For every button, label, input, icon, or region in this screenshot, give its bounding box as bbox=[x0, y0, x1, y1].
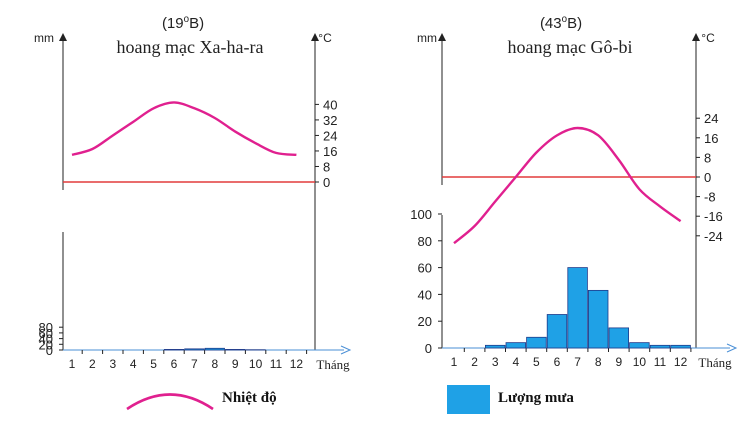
chart2-title: hoang mạc Gô-bi bbox=[508, 37, 633, 57]
chart2-x-axis-arrow bbox=[726, 343, 738, 353]
chart1-precip-tick-label: 80 bbox=[39, 320, 53, 335]
chart1-latitude: (19oB) bbox=[162, 14, 204, 32]
chart1-month-label: 11 bbox=[270, 357, 283, 371]
chart1-month-label: 4 bbox=[130, 357, 137, 371]
chart1-unit-right: °C bbox=[318, 31, 332, 45]
chart2-precip-tick-label: 80 bbox=[418, 234, 432, 249]
chart2-precip-bar bbox=[505, 342, 527, 349]
chart2-precip-tick-label: 60 bbox=[418, 261, 432, 276]
chart1-month-label: 9 bbox=[232, 357, 239, 371]
chart1-temp-tick-label: 24 bbox=[323, 128, 337, 143]
legend-temperature-swatch bbox=[126, 393, 214, 411]
chart2-unit-right: °C bbox=[701, 31, 715, 45]
chart2-month-label: 2 bbox=[471, 355, 478, 369]
chart1-month-label: 2 bbox=[89, 357, 96, 371]
chart2-temp-tick-label: -16 bbox=[704, 209, 723, 224]
chart1-temperature-line bbox=[71, 101, 297, 157]
chart1-month-label: 6 bbox=[171, 357, 178, 371]
chart1-unit-left: mm bbox=[34, 31, 54, 45]
chart1-precip-tick-label: 40 bbox=[39, 332, 53, 347]
chart1-temp-tick-label: 16 bbox=[323, 144, 337, 159]
chart2-unit-left: mm bbox=[417, 31, 437, 45]
chart1-temp-tick-label: 0 bbox=[323, 175, 330, 190]
chart2-x-label: Tháng bbox=[698, 355, 732, 370]
chart2-temp-tick-label: 8 bbox=[704, 150, 711, 165]
chart1-precip-bar bbox=[225, 349, 246, 351]
chart2-precip-bar bbox=[526, 336, 547, 349]
chart1-precip-bar bbox=[184, 348, 205, 351]
chart2-temperature-line bbox=[453, 126, 682, 245]
chart2-temp-tick-label: 24 bbox=[704, 111, 718, 126]
chart1-temp-tick-label: 40 bbox=[323, 97, 337, 112]
legend-precipitation-swatch bbox=[447, 385, 490, 414]
chart2-precip-tick-label: 100 bbox=[410, 207, 432, 222]
chart2-month-label: 6 bbox=[554, 355, 561, 369]
chart2-precip-tick-label: 20 bbox=[418, 314, 432, 329]
chart2-precip-bar bbox=[567, 267, 588, 349]
legend-precipitation-label: Lượng mưa bbox=[498, 390, 574, 406]
chart2-precip-bar bbox=[629, 342, 650, 349]
chart1-precip-tick-label: 0 bbox=[46, 343, 53, 358]
chart1-x-axis-arrow bbox=[340, 345, 352, 355]
chart1-x-label: Tháng bbox=[316, 357, 350, 372]
chart2-month-label: 3 bbox=[492, 355, 499, 369]
chart2-month-label: 10 bbox=[633, 355, 647, 369]
chart2-month-label: 8 bbox=[595, 355, 602, 369]
chart2-temp-tick-label: -24 bbox=[704, 229, 723, 244]
chart2-month-label: 11 bbox=[654, 355, 667, 369]
chart2-precip-bar bbox=[670, 344, 691, 349]
chart1-month-label: 3 bbox=[109, 357, 116, 371]
chart2-precip-bar bbox=[608, 327, 630, 349]
chart2-precip-bar bbox=[546, 314, 568, 349]
chart1-month-label: 5 bbox=[150, 357, 157, 371]
chart1-month-label: 10 bbox=[249, 357, 263, 371]
chart2-right-axis-arrow bbox=[692, 33, 700, 41]
chart2-latitude: (43oB) bbox=[540, 14, 582, 32]
chart2-precip-bar bbox=[588, 289, 609, 349]
chart1-left-axis-arrow bbox=[59, 33, 67, 41]
chart1-month-label: 8 bbox=[211, 357, 218, 371]
chart2-precip-bar bbox=[484, 344, 506, 349]
chart1-precip-tick-label: 60 bbox=[39, 326, 53, 341]
chart1-month-label: 1 bbox=[69, 357, 76, 371]
chart2-month-label: 9 bbox=[615, 355, 622, 369]
chart1-precip-bar bbox=[204, 347, 225, 351]
chart2-month-label: 1 bbox=[451, 355, 458, 369]
chart2-month-label: 7 bbox=[574, 355, 581, 369]
chart1-month-label: 12 bbox=[290, 357, 304, 371]
chart1-right-axis-arrow bbox=[311, 33, 319, 41]
chart2-month-label: 4 bbox=[512, 355, 519, 369]
chart1-precip-bar bbox=[163, 349, 185, 351]
chart2-temp-tick-label: -8 bbox=[704, 190, 716, 205]
chart1-temp-tick-label: 8 bbox=[323, 159, 330, 174]
chart1-precip-tick-label: 20 bbox=[39, 337, 53, 352]
chart1-temp-tick-label: 32 bbox=[323, 113, 337, 128]
legend-temperature-label: Nhiệt độ bbox=[222, 390, 277, 406]
chart2-temp-tick-label: 0 bbox=[704, 170, 711, 185]
chart2-precip-tick-label: 40 bbox=[418, 287, 432, 302]
chart2-left-axis-arrow bbox=[438, 33, 446, 41]
chart1-title: hoang mạc Xa-ha-ra bbox=[117, 37, 264, 57]
chart2-temp-tick-label: 16 bbox=[704, 131, 718, 146]
chart2-month-label: 5 bbox=[533, 355, 540, 369]
chart1-month-label: 7 bbox=[191, 357, 198, 371]
chart2-precip-bar bbox=[649, 344, 671, 349]
chart2-precip-tick-label: 0 bbox=[425, 341, 432, 356]
chart2-month-label: 12 bbox=[674, 355, 688, 369]
